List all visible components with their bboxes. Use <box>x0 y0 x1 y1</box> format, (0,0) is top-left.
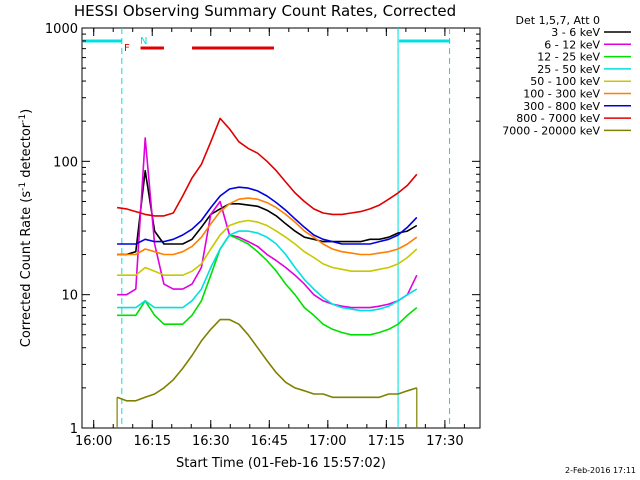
y-tick-label: 1 <box>70 422 78 437</box>
flag-f-label: F <box>124 43 130 54</box>
y-tick-label: 1000 <box>45 22 78 37</box>
legend-entry-label: 12 - 25 keV <box>537 51 600 64</box>
legend-entry-label: 300 - 800 keV <box>523 100 600 113</box>
series-line-6 <box>117 197 418 256</box>
x-tick-label: 16:45 <box>251 434 288 449</box>
series-line-5 <box>117 219 418 277</box>
legend-entry-label: 3 - 6 keV <box>551 26 600 39</box>
x-axis-title: Start Time (01-Feb-16 15:57:02) <box>176 456 386 471</box>
legend-entry-label: 100 - 300 keV <box>523 88 600 101</box>
series-line-9 <box>116 318 418 402</box>
night-markers <box>83 28 451 428</box>
series-line-7 <box>117 186 418 245</box>
series-line-2 <box>117 137 418 309</box>
chart-title: HESSI Observing Summary Count Rates, Cor… <box>74 2 456 20</box>
series-line-3 <box>117 234 418 336</box>
y-axis-title-main: Corrected Count Rate (s <box>19 191 34 348</box>
date-stamp: 2-Feb-2016 17:11 <box>565 466 636 475</box>
legend-title: Det 1,5,7, Att 0 <box>516 14 600 27</box>
legend-entry-label: 6 - 12 keV <box>544 38 600 51</box>
legend-entry-label: 50 - 100 keV <box>530 75 600 88</box>
plot-area: F N <box>81 27 481 429</box>
flag-n-label: N <box>140 36 147 47</box>
x-tick-label: 17:30 <box>426 434 463 449</box>
series-line-4 <box>117 230 418 312</box>
plot-frame <box>81 27 481 429</box>
x-tick-label: 16:00 <box>75 434 112 449</box>
y-axis-title-mid: detector <box>19 122 34 182</box>
series-line-8 <box>116 117 418 217</box>
series-line-1 <box>117 169 418 256</box>
y-axis-title-sup2: -1 <box>18 114 28 123</box>
y-axis-title-end: ) <box>19 109 34 114</box>
x-tick-label: 16:15 <box>134 434 171 449</box>
y-axis-title: Corrected Count Rate (s-1 detector-1) <box>18 109 34 347</box>
legend-entry-label: 7000 - 20000 keV <box>502 124 600 137</box>
y-axis-title-sup1: -1 <box>18 182 28 191</box>
series-lines <box>116 117 418 428</box>
legend-entry-label: 800 - 7000 keV <box>516 112 600 125</box>
x-tick-label: 16:30 <box>192 434 229 449</box>
y-tick-label: 100 <box>53 155 78 170</box>
legend-entry-label: 25 - 50 keV <box>537 63 600 76</box>
y-tick-label: 10 <box>61 289 78 304</box>
y-axis: 1 10 100 1000 <box>45 22 480 437</box>
x-axis: 16:00 16:15 16:30 16:45 17:00 17:15 17:30 <box>75 28 465 449</box>
x-tick-label: 17:00 <box>309 434 346 449</box>
x-tick-label: 17:15 <box>368 434 405 449</box>
